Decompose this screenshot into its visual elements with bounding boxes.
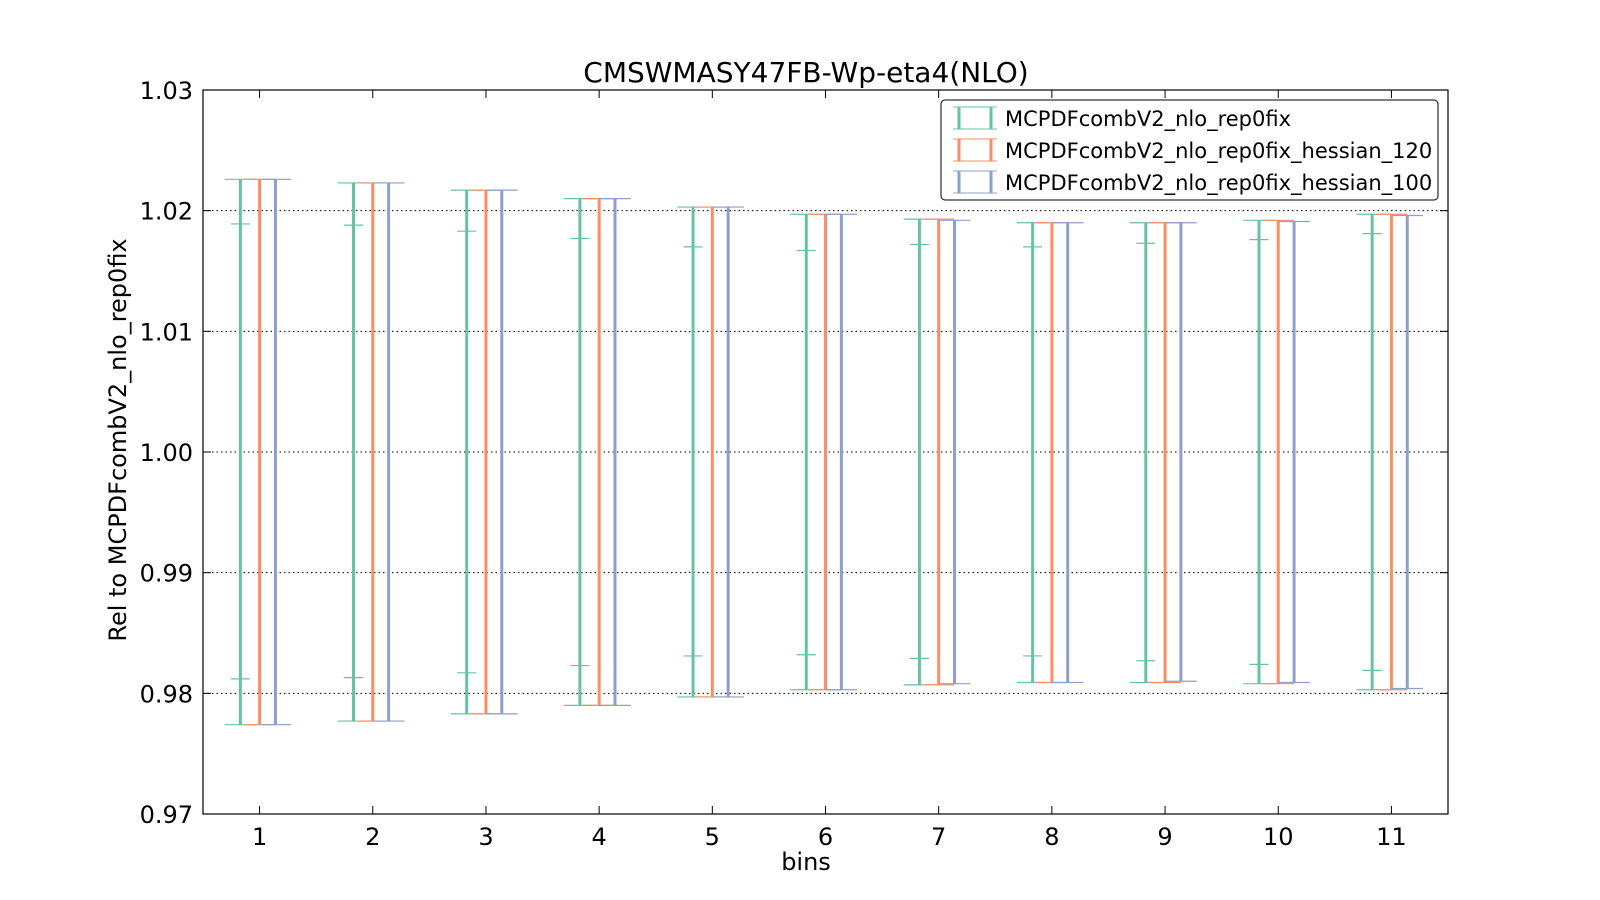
legend-label: MCPDFcombV2_nlo_rep0fix_hessian_100 <box>1005 171 1432 196</box>
x-tick-label: 2 <box>365 823 380 851</box>
legend-entry: MCPDFcombV2_nlo_rep0fix <box>953 106 1291 132</box>
error-bars <box>224 178 1424 726</box>
legend-entry: MCPDFcombV2_nlo_rep0fix_hessian_100 <box>953 170 1432 196</box>
legend-box <box>940 99 1439 201</box>
y-tick-label: 1.00 <box>140 439 193 467</box>
y-tick-label: 0.99 <box>140 560 193 588</box>
y-tick-label: 1.01 <box>140 318 193 346</box>
legend-label: MCPDFcombV2_nlo_rep0fix_hessian_120 <box>1005 139 1432 164</box>
x-axis-ticks: 1 2 3 4 5 6 7 8 9 10 11 <box>252 90 1407 851</box>
legend: MCPDFcombV2_nlo_rep0fix MCPDFcombV2_nlo_r… <box>940 99 1439 201</box>
y-axis-label: Rel to MCPDFcombV2_nlo_rep0fix <box>104 238 132 641</box>
x-tick-label: 9 <box>1157 823 1172 851</box>
x-tick-label: 5 <box>705 823 720 851</box>
y-axis-ticks: 0.97 0.98 0.99 1.00 1.01 1.02 1.03 <box>140 77 1448 829</box>
x-tick-label: 4 <box>591 823 606 851</box>
x-tick-label: 7 <box>931 823 946 851</box>
y-tick-label: 0.97 <box>140 801 193 829</box>
x-tick-label: 3 <box>478 823 493 851</box>
legend-label: MCPDFcombV2_nlo_rep0fix <box>1005 107 1291 132</box>
x-tick-label: 10 <box>1263 823 1294 851</box>
x-axis-label: bins <box>781 848 831 876</box>
chart-title: CMSWMASY47FB-Wp-eta4(NLO) <box>583 56 1028 89</box>
y-tick-label: 0.98 <box>140 680 193 708</box>
x-tick-label: 8 <box>1044 823 1059 851</box>
legend-entry: MCPDFcombV2_nlo_rep0fix_hessian_120 <box>953 138 1432 164</box>
x-tick-label: 6 <box>818 823 833 851</box>
y-tick-label: 1.02 <box>140 198 193 226</box>
x-tick-label: 11 <box>1376 823 1407 851</box>
y-tick-label: 1.03 <box>140 77 193 105</box>
x-tick-label: 1 <box>252 823 267 851</box>
